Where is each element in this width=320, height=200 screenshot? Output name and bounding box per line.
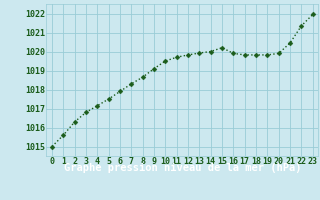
- Text: Graphe pression niveau de la mer (hPa): Graphe pression niveau de la mer (hPa): [64, 163, 301, 173]
